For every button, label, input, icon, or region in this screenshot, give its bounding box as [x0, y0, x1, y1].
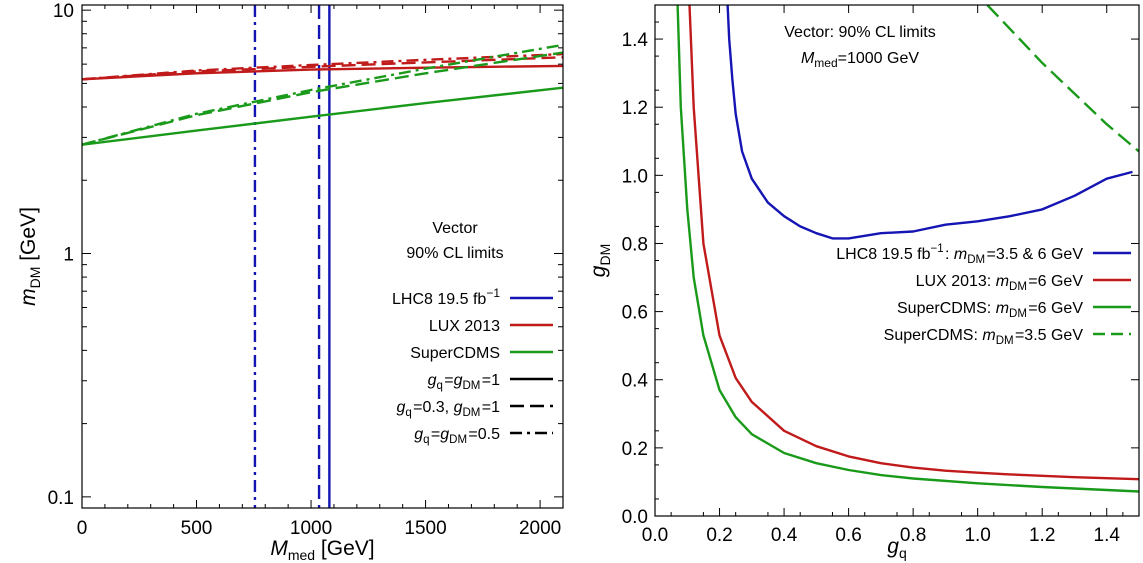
left-series-6 — [81, 86, 564, 146]
left-series-4 — [81, 56, 564, 81]
right-x-tick-label: 0.6 — [835, 525, 861, 546]
left-axis-ticks: 0 500 1000 1500 2000 0.1 1 10 — [48, 1, 563, 539]
left-panel: 0 500 1000 1500 2000 0.1 1 10 mDM [GeV] Mmed [G… — [17, 1, 564, 563]
right-y-tick-label: 0.4 — [622, 371, 649, 392]
left-x-tick-label: 1500 — [404, 518, 446, 539]
legend-label: SuperCDMS — [410, 345, 500, 362]
right-y-tick-label: 0.0 — [622, 507, 648, 528]
right-y-tick-label: 0.8 — [622, 234, 648, 255]
left-y-axis-label: mDM [GeV] — [17, 207, 43, 306]
left-x-tick-label: 500 — [181, 518, 213, 539]
right-x-tick-label: 1.0 — [964, 525, 990, 546]
left-x-tick-label: 0 — [77, 518, 88, 539]
legend-label: LUX 2013 — [429, 318, 500, 335]
left-x-tick-label: 2000 — [519, 518, 561, 539]
legend-label: LUX 2013: mDM =6 GeV — [916, 273, 1084, 293]
right-x-tick-label: 0.0 — [642, 525, 668, 546]
left-legend-title-1: Vector — [432, 220, 478, 237]
right-x-tick-label: 0.2 — [706, 525, 732, 546]
right-annotation-line-1: Vector: 90% CL limits — [784, 24, 935, 41]
right-x-tick-label: 0.4 — [771, 525, 798, 546]
right-plot-curves — [676, 5, 1139, 493]
right-y-tick-label: 1.4 — [622, 30, 649, 51]
right-series-2 — [676, 5, 1139, 493]
right-legend: LHC8 19.5 fb−1 : mDM =3.5 & 6 GeV LUX 201… — [836, 243, 1131, 347]
left-x-tick-label: 1000 — [290, 518, 332, 539]
right-series-1 — [688, 5, 1139, 481]
right-series-3 — [986, 5, 1139, 153]
right-y-tick-label: 0.6 — [622, 303, 648, 324]
left-series-8 — [81, 43, 564, 146]
left-x-axis-label: Mmed [GeV] — [270, 537, 374, 563]
left-plot-frame — [81, 4, 564, 509]
legend-label: LHC8 19.5 fb−1 — [392, 286, 500, 308]
left-series-3 — [81, 64, 564, 81]
left-legend: Vector 90% CL limits LHC8 19.5 fb−1 LUX 2… — [392, 220, 553, 446]
legend-label: gq =0.3, gDM =1 — [396, 399, 500, 419]
left-series-5 — [81, 52, 564, 81]
left-y-tick-label: 10 — [53, 1, 74, 22]
right-y-axis-label: gDM — [587, 244, 613, 277]
right-x-axis-label: gq — [887, 535, 906, 561]
legend-label: SuperCDMS: mDM =3.5 GeV — [884, 327, 1084, 347]
right-x-tick-label: 1.4 — [1094, 525, 1121, 546]
right-x-tick-label: 0.8 — [900, 525, 926, 546]
legend-label: gq =gDM =1 — [428, 372, 501, 392]
left-plot-curves — [81, 5, 564, 508]
legend-label: gq =gDM =0.5 — [414, 426, 500, 446]
left-y-tick-label: 0.1 — [48, 488, 74, 509]
right-annotation-line-2: Mmed=1000 GeV — [801, 50, 919, 70]
right-panel: 0.0 0.2 0.4 0.6 0.8 1.0 1.2 1.4 0.0 0.2 0.4 0.6 0.8 1… — [587, 4, 1140, 561]
legend-label: LHC8 19.5 fb−1 : mDM =3.5 & 6 GeV — [836, 243, 1083, 266]
right-y-tick-label: 0.2 — [622, 439, 648, 460]
right-series-0 — [726, 5, 1133, 240]
right-axis-ticks: 0.0 0.2 0.4 0.6 0.8 1.0 1.2 1.4 0.0 0.2 0.4 0.6 0.8 1… — [622, 5, 1139, 546]
left-y-tick-label: 1 — [63, 245, 74, 266]
right-y-tick-label: 1.0 — [622, 166, 648, 187]
left-legend-title-2: 90% CL limits — [406, 245, 503, 262]
legend-label: SuperCDMS: mDM =6 GeV — [897, 300, 1083, 320]
right-y-tick-label: 1.2 — [622, 98, 648, 119]
right-x-tick-label: 1.2 — [1029, 525, 1055, 546]
